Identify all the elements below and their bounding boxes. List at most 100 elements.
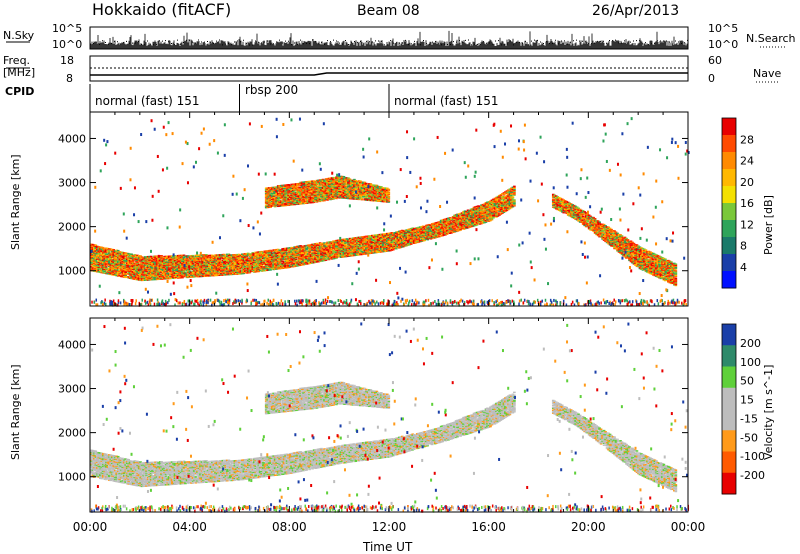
echo-cell — [107, 272, 111, 274]
echo-cell — [107, 248, 111, 250]
echo-cell — [148, 256, 151, 259]
echo-cell — [104, 267, 108, 270]
echo-cell — [151, 262, 154, 264]
echo-cell — [116, 256, 120, 259]
echo-cell — [155, 265, 159, 267]
echo-cell — [122, 269, 126, 272]
echo-cell — [116, 270, 120, 272]
echo-cell — [116, 267, 120, 269]
echo-cell — [139, 271, 142, 274]
echo-cell — [136, 257, 139, 260]
echo-cell — [148, 270, 151, 272]
echo-cell — [136, 269, 139, 271]
echo-cell — [119, 251, 123, 253]
echo-cell — [155, 259, 159, 261]
echo-cell — [101, 246, 105, 249]
echo-cell — [142, 263, 145, 265]
echo-cell — [113, 271, 117, 274]
echo-cell — [142, 262, 145, 264]
echo-cell — [98, 246, 102, 248]
echo-cell — [116, 265, 120, 267]
echo-cell — [124, 268, 127, 271]
echo-cell — [157, 274, 160, 277]
echo-cell — [134, 271, 138, 274]
echo-cell — [136, 278, 139, 280]
echo-cell — [146, 266, 150, 269]
echo-cell — [122, 275, 126, 277]
echo-cell — [124, 272, 127, 275]
echo-cell — [100, 266, 104, 269]
echo-cell — [145, 265, 148, 268]
echo-cell — [101, 255, 105, 258]
echo-cell — [97, 264, 101, 266]
echo-cell — [133, 264, 136, 267]
echo-cell — [154, 272, 157, 275]
echo-cell — [140, 265, 144, 267]
echo-cell — [148, 278, 151, 280]
echo-cell — [116, 259, 120, 262]
echo-cell — [146, 257, 150, 260]
echo-cell — [155, 277, 159, 280]
echo-cell — [118, 256, 122, 258]
echo-cell — [113, 250, 117, 252]
echo-cell — [92, 267, 96, 269]
echo-cell — [91, 250, 95, 253]
echo-cell — [113, 259, 117, 262]
echo-cell — [112, 254, 116, 257]
echo-cell — [122, 258, 126, 261]
echo-cell — [104, 265, 108, 268]
echo-cell — [122, 253, 126, 255]
echo-cell — [112, 250, 116, 253]
echo-cell — [94, 258, 98, 260]
echo-cell — [115, 250, 119, 253]
echo-cell — [142, 271, 145, 274]
echo-cell — [106, 247, 110, 250]
echo-cell — [130, 268, 133, 270]
echo-cell — [110, 262, 114, 264]
echo-cell — [148, 263, 151, 266]
echo-cell — [124, 256, 127, 258]
echo-cell — [90, 254, 93, 256]
echo-cell — [140, 260, 144, 262]
echo-cell — [112, 263, 116, 266]
echo-cell — [112, 265, 116, 267]
echo-cell — [121, 276, 124, 278]
echo-cell — [103, 251, 107, 253]
echo-cell — [91, 264, 95, 266]
echo-cell — [136, 270, 139, 272]
echo-cell — [107, 257, 111, 260]
echo-cell — [90, 246, 93, 248]
echo-cell — [151, 273, 154, 275]
echo-cell — [109, 270, 113, 273]
echo-cell — [107, 250, 111, 252]
echo-cell — [127, 276, 130, 278]
echo-cell — [134, 266, 138, 268]
echo-cell — [92, 269, 96, 271]
echo-cell — [142, 258, 145, 260]
echo-cell — [149, 276, 153, 278]
echo-cell — [103, 254, 107, 257]
echo-cell — [145, 266, 148, 269]
echo-cell — [131, 266, 135, 268]
echo-cell — [154, 274, 157, 277]
echo-cell — [91, 268, 95, 270]
echo-cell — [103, 263, 107, 266]
echo-cell — [100, 248, 104, 251]
echo-cell — [157, 273, 160, 276]
echo-cell — [98, 268, 102, 271]
echo-cell — [103, 268, 107, 271]
echo-cell — [101, 256, 105, 259]
echo-cell — [122, 260, 126, 263]
echo-cell — [91, 267, 95, 269]
echo-cell — [140, 266, 144, 268]
echo-cell — [146, 272, 150, 274]
echo-cell — [118, 265, 122, 268]
echo-cell — [122, 262, 126, 265]
echo-cell — [128, 268, 132, 271]
echo-cell — [125, 258, 129, 260]
echo-cell — [154, 267, 157, 269]
echo-cell — [155, 276, 159, 279]
echo-cell — [116, 251, 120, 254]
echo-cell — [155, 264, 159, 266]
echo-cell — [152, 257, 156, 259]
